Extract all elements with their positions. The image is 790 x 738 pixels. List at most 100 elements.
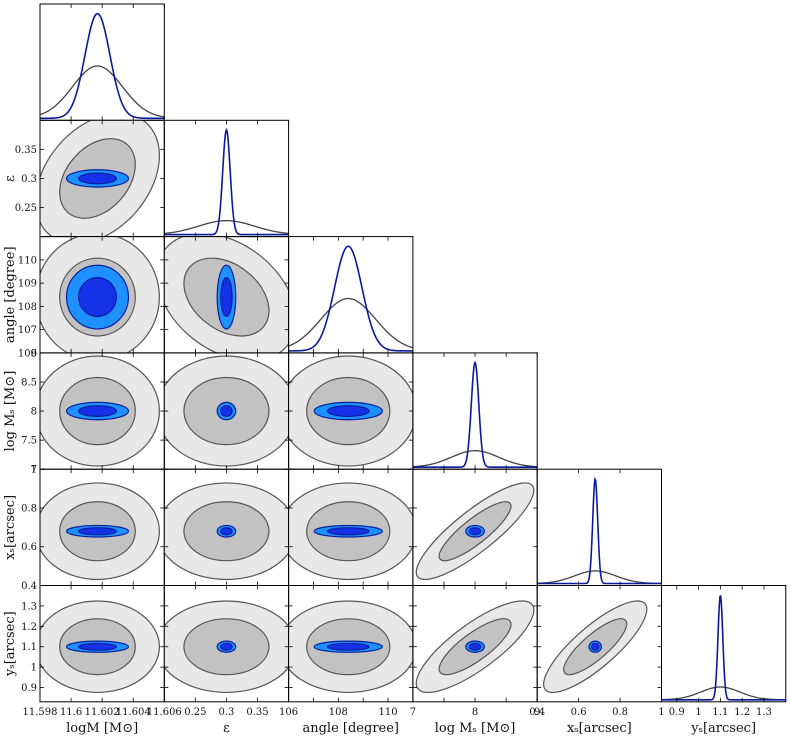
posterior-curve-xs (537, 476, 662, 585)
x-tick-label-epsilon: 0.35 (246, 707, 268, 718)
posterior-curve-ys (661, 595, 786, 701)
panel-epsilon-angle (164, 236, 289, 353)
panel-epsilon-ys (164, 600, 289, 694)
y-axis-label-xs: xₛ[arcsec] (3, 495, 18, 560)
posterior-1sigma-logM-xs (77, 527, 117, 536)
panel-logM-xs (40, 482, 160, 581)
y-tick-label-logMs: 8 (31, 407, 37, 418)
panel-angle-ys (288, 600, 413, 694)
panel-logM-angle (40, 236, 160, 353)
y-tick-label-ys: 1 (31, 663, 37, 674)
posterior-curve-angle (288, 245, 413, 352)
x-tick-label-logMs: 7 (410, 707, 416, 718)
x-axis-label-angle: angle [degree] (302, 721, 399, 736)
y-tick-label-angle: 106 (18, 348, 37, 359)
y-tick-label-epsilon: 0.3 (21, 174, 37, 185)
posterior-1sigma-epsilon-logMs (220, 405, 233, 417)
x-axis-label-xs: xₛ[arcsec] (567, 721, 632, 736)
y-axis-label-angle: angle [degree] (3, 246, 18, 343)
y-tick-label-epsilon: 0.25 (15, 203, 37, 214)
x-tick-label-logM: 11.6 (60, 707, 82, 718)
panel-logM-epsilon (40, 120, 160, 237)
y-tick-label-ys: 1.3 (21, 601, 37, 612)
x-tick-label-angle: 106 (279, 707, 298, 718)
y-tick-label-xs: 0.8 (21, 503, 37, 514)
y-tick-label-xs: 0.4 (21, 581, 37, 592)
panel-frame-angle-angle (288, 236, 414, 354)
x-tick-label-xs: 0.6 (571, 707, 587, 718)
y-tick-label-logMs: 7.5 (21, 436, 37, 447)
x-tick-label-xs: 1 (658, 707, 664, 718)
y-tick-label-ys: 0.9 (21, 683, 37, 694)
x-tick-label-logMs: 8 (472, 707, 478, 718)
posterior-1sigma-epsilon-xs (220, 527, 233, 536)
panel-angle-angle (288, 245, 413, 352)
x-tick-label-angle: 110 (378, 707, 397, 718)
x-tick-label-logM: 11.602 (85, 707, 120, 718)
y-axis-label-epsilon: ε (3, 175, 18, 182)
posterior-1sigma-logM-angle (77, 277, 117, 318)
y-tick-label-angle: 108 (18, 302, 37, 313)
panel-logMs-xs (415, 482, 535, 581)
posterior-1sigma-xs-ys (590, 642, 600, 651)
y-tick-label-xs: 1 (31, 465, 37, 476)
panel-epsilon-logMs (164, 355, 289, 467)
panel-logM-logM (40, 12, 165, 120)
panel-logM-logMs (40, 355, 160, 467)
prior-curve-angle (288, 297, 413, 349)
x-tick-label-ys: 0.9 (669, 707, 685, 718)
x-tick-label-logM: 11.598 (23, 707, 58, 718)
x-axis-label-logMs: log Mₛ [M⊙] (435, 721, 516, 736)
x-tick-label-xs: 0.4 (529, 707, 545, 718)
panel-xs-ys (543, 600, 648, 694)
panel-ys-ys (661, 595, 786, 701)
prior-curve-logM (40, 65, 165, 118)
y-tick-label-epsilon: 0.35 (15, 145, 37, 156)
y-tick-label-logMs: 8.5 (21, 377, 37, 388)
posterior-1sigma-logM-epsilon (77, 172, 117, 185)
panel-angle-logMs (288, 355, 413, 467)
y-tick-label-angle: 107 (18, 325, 37, 336)
panel-angle-xs (288, 482, 413, 581)
x-tick-label-epsilon: 0.25 (184, 707, 206, 718)
posterior-1sigma-angle-ys (326, 642, 370, 651)
panel-epsilon-xs (164, 482, 289, 581)
x-tick-label-logMs: 9 (534, 707, 540, 718)
y-tick-label-logMs: 7 (31, 465, 37, 476)
x-tick-label-ys: 1.1 (712, 707, 728, 718)
posterior-1sigma-epsilon-angle (220, 277, 233, 318)
posterior-1sigma-logMs-xs (468, 527, 482, 536)
y-tick-label-ys: 1.1 (21, 642, 37, 653)
y-tick-label-xs: 0.6 (21, 542, 37, 553)
x-tick-label-logM: 11.604 (116, 707, 151, 718)
x-tick-label-epsilon: 0.3 (218, 707, 234, 718)
posterior-curve-logM (40, 12, 165, 120)
panel-logMs-logMs (412, 360, 538, 468)
x-axis-label-ys: yₛ[arcsec] (690, 721, 756, 736)
y-axis-label-logMs: log Mₛ [M⊙] (3, 371, 18, 452)
posterior-1sigma-logM-ys (77, 642, 117, 651)
y-axis-label-ys: yₛ[arcsec] (3, 611, 18, 677)
x-tick-label-ys: 1 (695, 707, 701, 718)
posterior-1sigma-angle-xs (326, 527, 370, 536)
y-tick-label-logMs: 9 (31, 348, 37, 359)
y-tick-label-angle: 109 (18, 279, 37, 290)
panel-xs-xs (537, 476, 662, 585)
y-tick-label-ys: 1.2 (21, 622, 37, 633)
y-tick-label-angle: 110 (18, 255, 37, 266)
posterior-1sigma-epsilon-ys (220, 642, 233, 651)
x-tick-label-angle: 108 (329, 707, 348, 718)
panel-logMs-ys (415, 600, 535, 694)
panel-epsilon-epsilon (164, 127, 289, 236)
posterior-1sigma-angle-logMs (326, 405, 370, 417)
prior-curve-xs (537, 570, 662, 585)
x-tick-label-logM: 11.606 (147, 707, 182, 718)
posterior-curve-logMs (412, 360, 538, 468)
posterior-1sigma-logM-logMs (77, 405, 117, 417)
x-axis-label-epsilon: ε (223, 721, 230, 736)
x-tick-label-xs: 0.8 (612, 707, 628, 718)
prior-curve-logMs (412, 450, 538, 468)
x-tick-label-ys: 1.2 (734, 707, 750, 718)
panel-frame-ys-ys (661, 585, 787, 703)
